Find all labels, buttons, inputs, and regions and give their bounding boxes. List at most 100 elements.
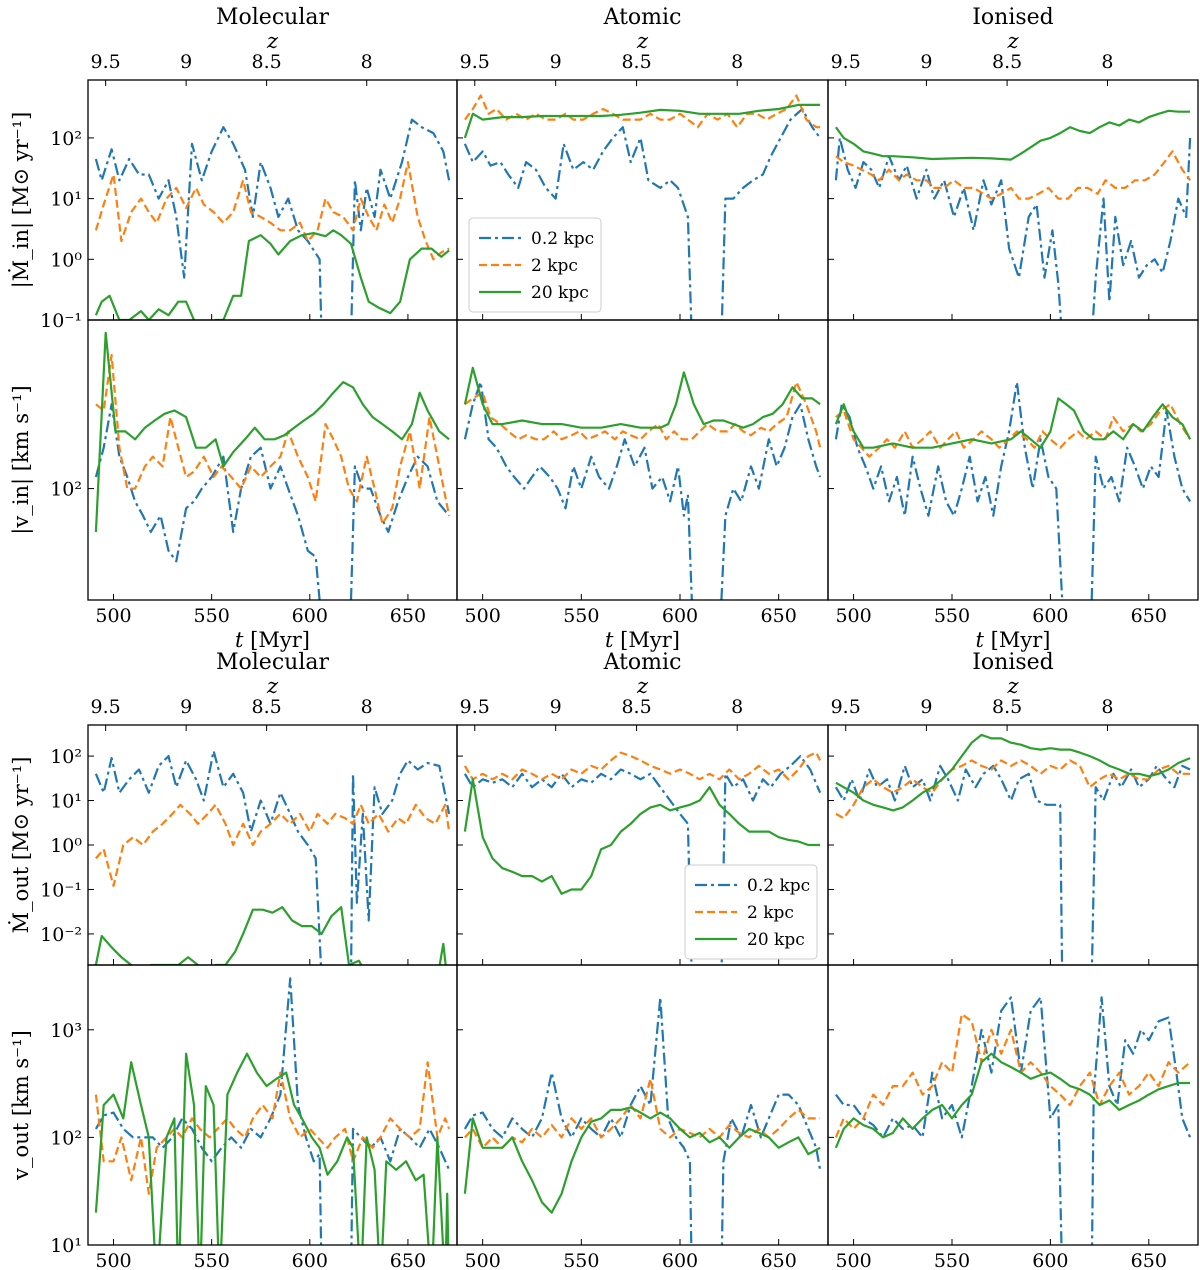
lines-v_in-atomic	[463, 366, 822, 600]
y-tick-label: 10²	[50, 479, 82, 501]
z-tick-label: 9.5	[91, 696, 121, 718]
series-line-20-kpc	[835, 109, 1191, 161]
axes-frame	[456, 964, 829, 1246]
axes-frame	[456, 319, 829, 601]
axes-frame	[87, 79, 458, 321]
series-line-0p2-kpc	[463, 126, 693, 320]
panel-title: Ionised	[972, 650, 1054, 675]
lines-mdot_out-atomic	[463, 751, 822, 965]
series-line-0p2-kpc	[720, 107, 821, 320]
x-tick-label: 600	[662, 605, 698, 627]
lines-mdot_out-ionised	[834, 733, 1191, 965]
lines-mdot_in-ionised	[834, 109, 1192, 320]
series-line-0p2-kpc	[463, 768, 693, 965]
legend-label: 0.2 kpc	[531, 229, 594, 249]
series-line-20-kpc	[463, 103, 821, 139]
legend-label: 2 kpc	[747, 903, 794, 923]
z-tick-label: 8	[1101, 696, 1113, 718]
series-line-2-kpc	[464, 94, 821, 129]
z-tick-label: 8.5	[992, 696, 1022, 718]
axes-frame	[87, 724, 458, 966]
series-line-20-kpc	[94, 229, 450, 320]
ylabel-mdot_in: |Ṁ_in| [M⊙ yr⁻¹]	[9, 112, 34, 289]
z-axis-label: z	[1006, 29, 1019, 53]
axes-frame	[827, 724, 1199, 966]
series-line-0p2-kpc	[720, 403, 822, 600]
legend-box	[468, 217, 602, 313]
series-line-0p2-kpc	[94, 749, 323, 965]
lines-v_out-molecular	[94, 977, 451, 1245]
panel-title: Atomic	[603, 5, 682, 30]
panel-v_in-atomic: 500 550 600 650 t [Myr]	[456, 319, 829, 652]
z-tick-label: 8	[361, 51, 373, 73]
legend-label: 0.2 kpc	[747, 876, 810, 896]
z-tick-label: 9.5	[831, 51, 861, 73]
z-tick-label: 9.5	[460, 51, 490, 73]
y-tick-label: 10²	[50, 746, 82, 768]
x-tick-label: 600	[1032, 1250, 1068, 1270]
x-tick-label: 500	[835, 605, 871, 627]
x-tick-label: 600	[1032, 605, 1068, 627]
x-tick-label: 500	[95, 1250, 131, 1270]
series-line-20-kpc	[834, 1052, 1191, 1149]
lines-mdot_out-molecular	[94, 749, 451, 965]
x-tick-label: 500	[835, 1250, 871, 1270]
z-tick-label: 8.5	[992, 51, 1022, 73]
z-tick-label: 9	[550, 696, 562, 718]
lines-v_out-atomic	[463, 996, 822, 1245]
x-axis-label: t [Myr]	[976, 628, 1051, 652]
y-tick-label: 10⁰	[50, 835, 82, 857]
series-line-0p2-kpc	[94, 403, 321, 600]
series-line-2-kpc	[835, 403, 1192, 458]
z-tick-label: 8	[361, 696, 373, 718]
legend-label: 20 kpc	[531, 283, 589, 303]
series-line-0p2-kpc	[834, 764, 1064, 965]
legend-label: 20 kpc	[747, 930, 805, 950]
panel-v_in-molecular: 500 550 600 650 t [Myr] 10²	[50, 319, 458, 652]
series-line-0p2-kpc	[720, 755, 822, 965]
ylabel-v_in: |v_in| [km s⁻¹]	[9, 385, 34, 534]
legend-box	[684, 864, 818, 960]
series-line-20-kpc	[835, 733, 1191, 812]
series-line-20-kpc	[94, 331, 450, 532]
y-tick-label: 10¹	[50, 1235, 82, 1257]
x-tick-label: 550	[934, 1250, 970, 1270]
legend: 0.2 kpc 2 kpc 20 kpc	[468, 217, 602, 313]
series-line-0p2-kpc	[1090, 764, 1191, 965]
lines-v_in-ionised	[834, 381, 1192, 600]
series-line-0p2-kpc	[1090, 996, 1192, 1245]
series-line-0p2-kpc	[94, 126, 323, 320]
series-line-0p2-kpc	[350, 118, 451, 320]
series-line-0p2-kpc	[350, 1127, 451, 1245]
z-tick-label: 9.5	[460, 696, 490, 718]
y-tick-label: 10⁻²	[40, 924, 82, 946]
z-tick-label: 9	[180, 696, 192, 718]
series-line-0p2-kpc	[463, 996, 693, 1245]
ylabel-mdot_out: Ṁ_out [M⊙ yr⁻¹]	[9, 757, 33, 934]
axes-frame	[827, 964, 1199, 1246]
axes-frame	[827, 79, 1199, 321]
x-tick-label: 650	[1131, 605, 1167, 627]
series-line-2-kpc	[835, 150, 1191, 200]
z-tick-label: 8	[731, 51, 743, 73]
y-tick-label: 10³	[50, 1020, 82, 1042]
series-line-20-kpc	[94, 1052, 450, 1245]
z-axis-label: z	[266, 674, 279, 698]
legend-label: 2 kpc	[531, 256, 578, 276]
series-line-2-kpc	[94, 1061, 451, 1195]
y-tick-label: 10⁻¹	[40, 879, 82, 901]
series-line-0p2-kpc	[349, 455, 450, 600]
series-line-20-kpc	[94, 906, 447, 965]
z-tick-label: 9.5	[831, 696, 861, 718]
panel-v_in-ionised: 500 550 600 650 t [Myr]	[827, 319, 1199, 652]
z-tick-label: 8	[1101, 51, 1113, 73]
series-line-2-kpc	[94, 161, 450, 261]
series-line-2-kpc	[835, 759, 1191, 820]
